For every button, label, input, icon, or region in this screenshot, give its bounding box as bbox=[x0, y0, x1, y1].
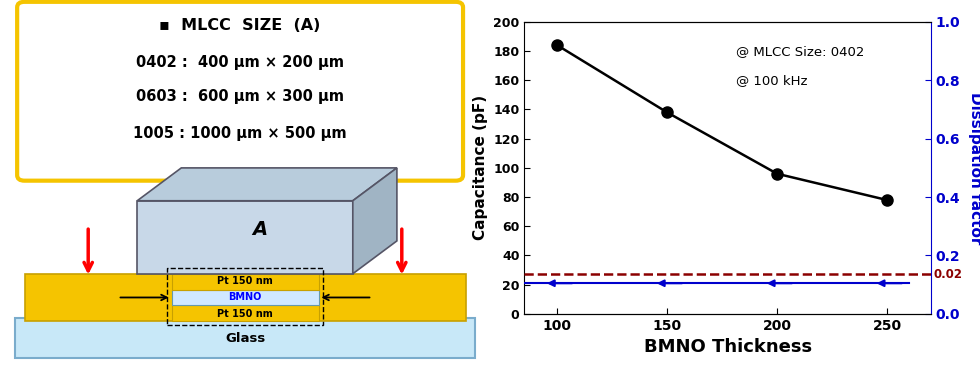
Text: @ MLCC Size: 0402: @ MLCC Size: 0402 bbox=[736, 45, 864, 58]
Y-axis label: Dissipation factor: Dissipation factor bbox=[967, 92, 980, 244]
Polygon shape bbox=[172, 274, 318, 290]
Text: ▪  MLCC  SIZE  (A): ▪ MLCC SIZE (A) bbox=[160, 18, 320, 33]
Polygon shape bbox=[15, 318, 475, 358]
Polygon shape bbox=[353, 168, 397, 274]
Polygon shape bbox=[137, 201, 353, 274]
Text: 0603 :  600 μm × 300 μm: 0603 : 600 μm × 300 μm bbox=[136, 89, 344, 104]
Text: A: A bbox=[252, 220, 268, 239]
Polygon shape bbox=[172, 305, 318, 321]
FancyBboxPatch shape bbox=[18, 2, 464, 181]
Text: Pt 150 nm: Pt 150 nm bbox=[218, 309, 272, 319]
Y-axis label: Capacitance (pF): Capacitance (pF) bbox=[472, 95, 488, 241]
Text: 0402 :  400 μm × 200 μm: 0402 : 400 μm × 200 μm bbox=[136, 54, 344, 70]
Polygon shape bbox=[137, 168, 397, 201]
Text: Glass: Glass bbox=[224, 332, 266, 345]
X-axis label: BMNO Thickness: BMNO Thickness bbox=[644, 338, 811, 356]
Polygon shape bbox=[24, 274, 196, 321]
Text: BMNO: BMNO bbox=[228, 292, 262, 303]
Polygon shape bbox=[172, 290, 318, 305]
Text: 0.02: 0.02 bbox=[933, 268, 962, 281]
Text: 1005 : 1000 μm × 500 μm: 1005 : 1000 μm × 500 μm bbox=[133, 126, 347, 141]
Polygon shape bbox=[294, 274, 466, 321]
Bar bbox=[167, 268, 323, 325]
Text: @ 100 kHz: @ 100 kHz bbox=[736, 74, 808, 88]
Text: Pt 150 nm: Pt 150 nm bbox=[218, 276, 272, 286]
